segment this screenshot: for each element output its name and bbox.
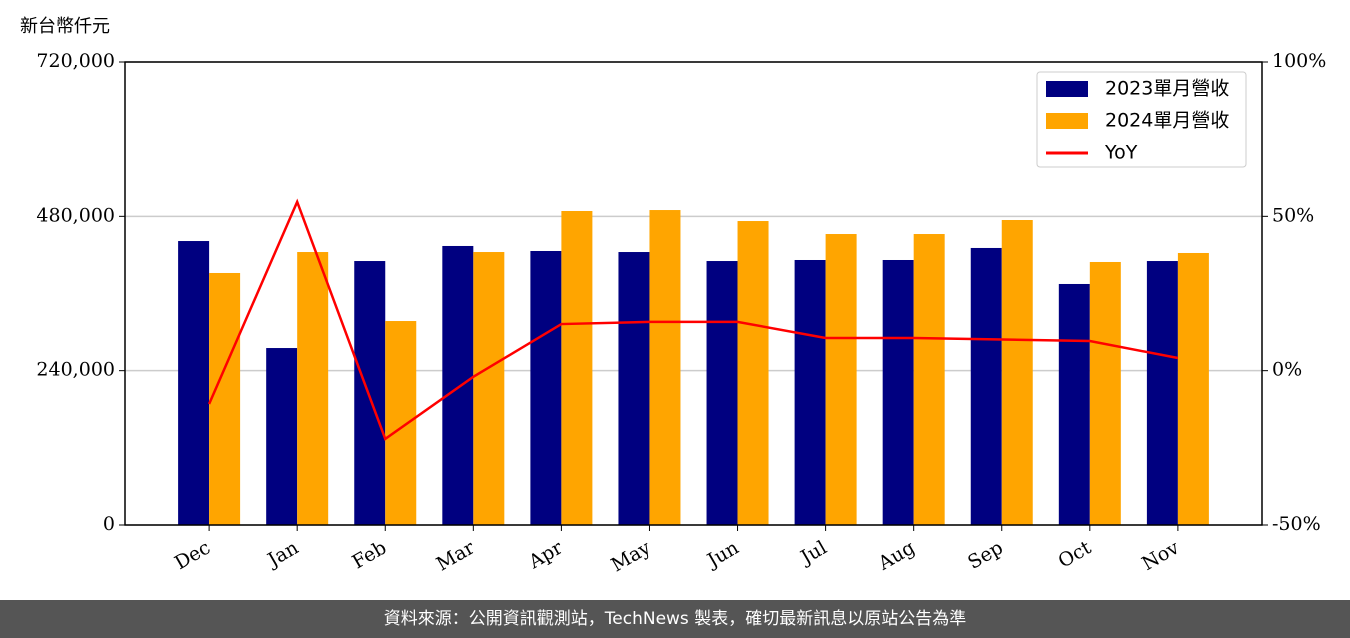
y-tick-label: 0 xyxy=(103,513,115,535)
bar xyxy=(1001,219,1033,525)
bar xyxy=(385,321,417,525)
x-tick-label: Nov xyxy=(1138,536,1183,575)
bar xyxy=(649,210,681,526)
bar xyxy=(297,252,329,525)
y2-tick-label: 50% xyxy=(1272,204,1314,226)
x-tick-label: Feb xyxy=(348,537,390,574)
x-tick-label: Apr xyxy=(524,536,567,573)
plot-frame xyxy=(124,61,1263,526)
line xyxy=(207,198,1179,441)
y2-tick-label: 0% xyxy=(1272,359,1302,381)
legend-label: 2024單月營收 xyxy=(1105,110,1229,132)
chart: 新台幣仟元 0 240,000 480,000 720,000 -50% 0% 50% 100… xyxy=(20,16,1326,576)
bar xyxy=(354,261,386,525)
bar xyxy=(266,348,298,525)
footer: 資料來源：公開資訊觀測站，TechNews 製表，確切最新訊息以原站公告為準 xyxy=(0,600,1350,638)
bar xyxy=(882,259,914,525)
y2-tick-label: 100% xyxy=(1272,50,1326,72)
legend-swatch xyxy=(1046,81,1088,97)
bar xyxy=(561,210,593,525)
bar xyxy=(825,234,857,525)
x-tick-label: Jan xyxy=(262,537,302,573)
x-tick-label: Mar xyxy=(433,536,479,575)
bar xyxy=(473,252,505,525)
x-tick-label: Jul xyxy=(795,537,830,570)
y-tick-label: 720,000 xyxy=(36,50,115,72)
bar xyxy=(1177,252,1209,526)
x-tick-label: May xyxy=(607,536,654,576)
bar xyxy=(1146,261,1178,525)
bar xyxy=(970,247,1002,525)
bar xyxy=(1058,283,1090,525)
bar xyxy=(209,272,241,525)
x-tick-label: Dec xyxy=(171,537,214,575)
y-tick-label: 480,000 xyxy=(36,204,115,226)
bar xyxy=(1089,261,1121,525)
x-tick-label: Sep xyxy=(964,537,1007,574)
y-axis-label: 新台幣仟元 xyxy=(20,16,110,37)
legend-swatch xyxy=(1046,113,1088,129)
bar xyxy=(794,259,826,525)
bar xyxy=(530,250,562,526)
y-tick-label: 240,000 xyxy=(36,359,115,381)
y2-tick-label: -50% xyxy=(1272,513,1321,535)
bar xyxy=(618,252,650,525)
legend-label: 2023單月營收 xyxy=(1105,78,1229,100)
bar xyxy=(737,221,769,525)
legend-box xyxy=(1036,71,1247,168)
bar xyxy=(913,234,945,525)
x-tick-label: Jun xyxy=(702,537,743,573)
legend-label: YoY xyxy=(1104,142,1138,164)
x-tick-label: Aug xyxy=(874,537,919,576)
bar xyxy=(706,261,738,525)
bar xyxy=(442,245,474,525)
bar xyxy=(178,241,210,525)
x-tick-label: Oct xyxy=(1054,536,1095,572)
